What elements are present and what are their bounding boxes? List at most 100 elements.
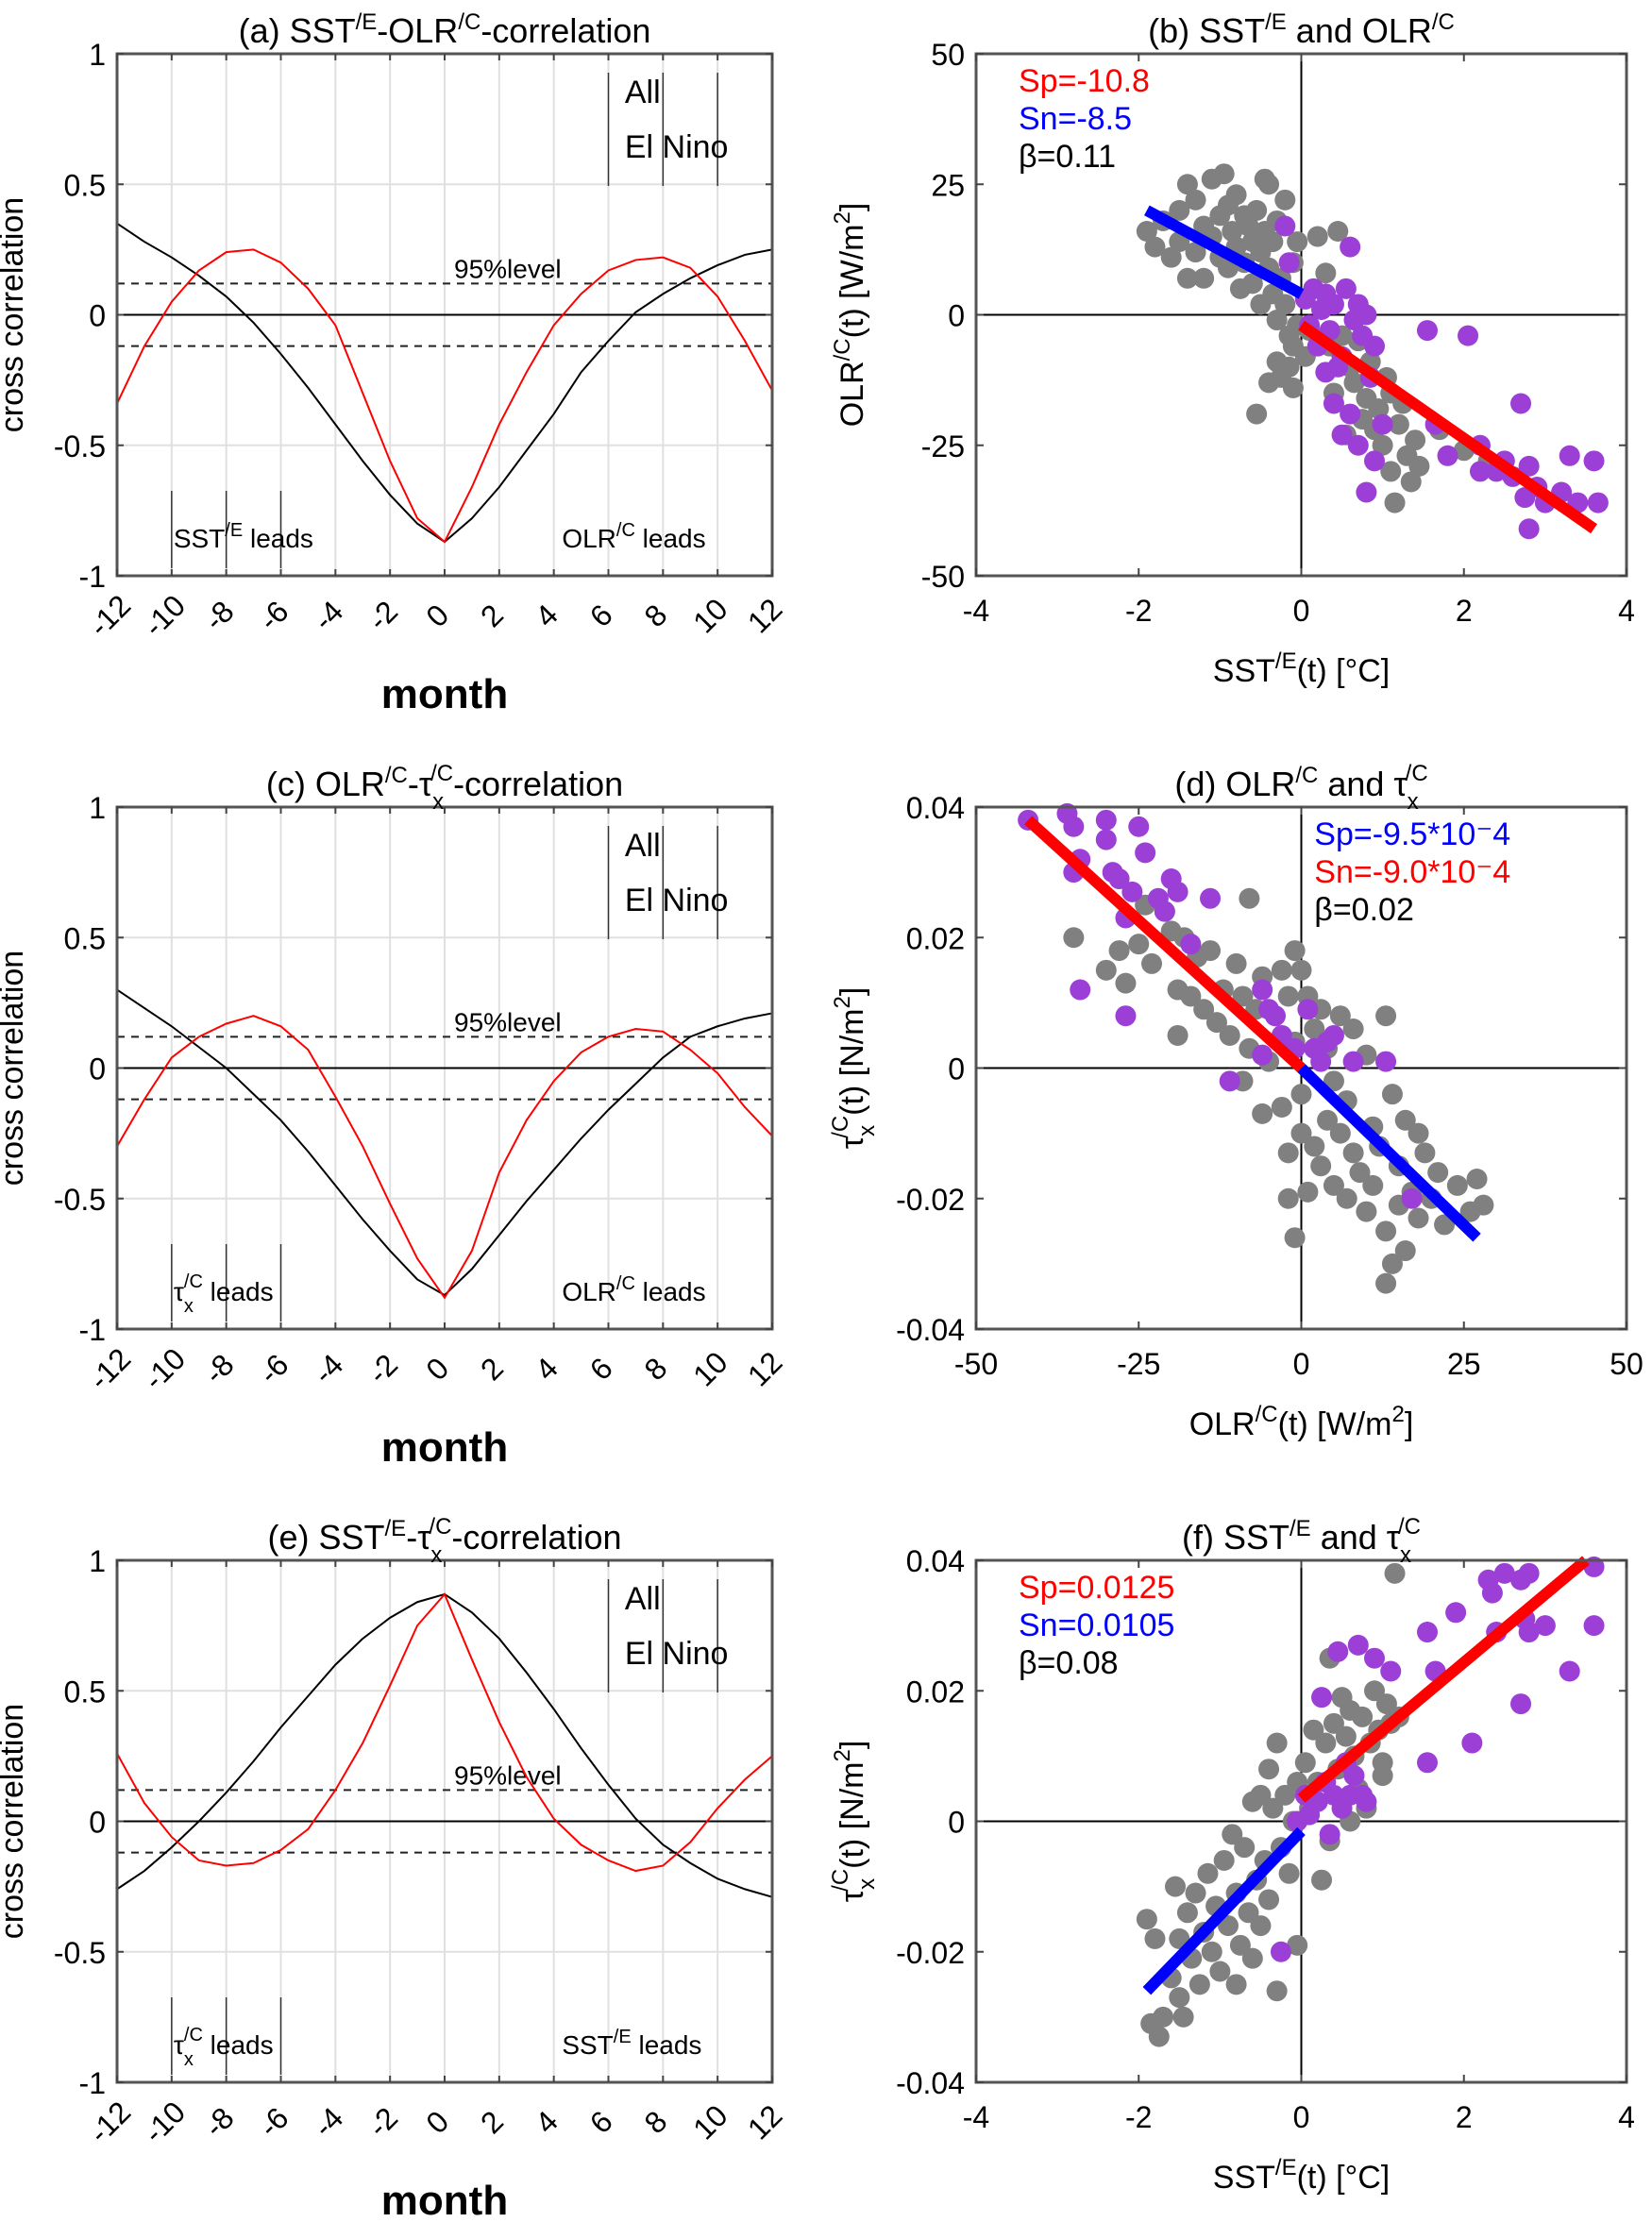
lead-label-left: SST/E leads (174, 520, 313, 553)
scatter-point-grey (1446, 1174, 1468, 1196)
scatter-point-grey (1323, 1174, 1344, 1196)
scatter-point-purple (1121, 881, 1143, 902)
x-tick-label: -2 (1125, 594, 1152, 628)
scatter-point-purple (1364, 1647, 1386, 1669)
scatter-point-grey (1165, 1876, 1187, 1897)
x-tick-label: -2 (362, 2100, 405, 2144)
scatter-point-grey (1222, 221, 1243, 243)
scatter-point-grey (1277, 1187, 1299, 1209)
x-tick-label: -4 (307, 2100, 350, 2144)
scatter-point-grey (1176, 1902, 1198, 1924)
scatter-point-purple (1335, 278, 1357, 299)
scatter-point-purple (1347, 434, 1369, 456)
x-tick-label: 25 (1447, 1347, 1481, 1381)
legend-all: All (625, 75, 661, 110)
x-tick-label: -8 (197, 2100, 241, 2144)
x-axis-label: OLR/C(t) [W/m2] (1189, 1402, 1414, 1442)
scatter-point-grey (1250, 1784, 1272, 1806)
scatter-point-grey (1200, 940, 1222, 962)
scatter-point-purple (1135, 842, 1156, 864)
scatter-point-grey (1241, 1947, 1263, 1969)
x-tick-label: 10 (686, 2098, 734, 2146)
scatter-point-grey (1343, 372, 1365, 394)
scatter-point-purple (1154, 901, 1175, 922)
series-line-all (116, 988, 773, 1297)
scatter-point-purple (1587, 492, 1609, 513)
scatter-point-grey (1364, 1680, 1386, 1702)
scatter-point-purple (1327, 1641, 1349, 1662)
scatter-point-grey (1148, 2026, 1170, 2047)
scatter-point-grey (1197, 1862, 1219, 1884)
stat-label: β=0.02 (1314, 892, 1414, 928)
scatter-point-purple (1264, 1005, 1286, 1027)
scatter-point-grey (1266, 1732, 1288, 1754)
scatter-point-grey (1394, 1240, 1416, 1262)
scatter-point-grey (1250, 1915, 1272, 1937)
x-tick-label: -12 (82, 1341, 137, 1396)
fit-line-negative-olr (1024, 816, 1306, 1072)
scatter-point-grey (1141, 952, 1163, 974)
x-tick-label: -6 (252, 1347, 295, 1390)
scatter-point-grey (1380, 461, 1402, 482)
panel-title: (a) SST/E-OLR/C-correlation (239, 9, 651, 50)
x-tick-label: 0 (419, 598, 455, 633)
stat-label: Sp=-9.5*10⁻4 (1314, 816, 1510, 852)
significance-label: 95%level (454, 254, 562, 283)
scatter-point-grey (1381, 1253, 1403, 1274)
scatter-point-grey (1167, 1024, 1188, 1046)
scatter-point-grey (1266, 310, 1288, 331)
scatter-point-purple (1416, 320, 1438, 342)
y-axis-label: OLR/C(t) [W/m2] (830, 203, 870, 428)
scatter-point-grey (1473, 1194, 1494, 1216)
series-line-el-nino (116, 1592, 773, 1873)
x-tick-label: 4 (1618, 2100, 1635, 2134)
panel-b: -4 -2 0 2 4 -50 -25 0 25 50 Sp=-10.8Sn=-8.5β=0.11 S… (830, 9, 1635, 689)
scatter-point-grey (1303, 1719, 1324, 1741)
legend-el-nino: El Nino (625, 129, 729, 165)
y-tick-label: 1 (89, 1544, 106, 1578)
lead-label-right: OLR/C leads (562, 520, 705, 553)
stat-label: Sn=-9.0*10⁻4 (1314, 854, 1510, 890)
panel-c: 95%level-12 -10 -8 -6 -4 -2 0 2 4 6 8 10 12-1-0.500.… (0, 761, 789, 1471)
scatter-point-purple (1493, 1562, 1515, 1584)
scatter-point-grey (1185, 242, 1206, 263)
scatter-point-purple (1270, 1941, 1291, 1962)
scatter-point-purple (1356, 481, 1377, 503)
scatter-point-grey (1274, 1784, 1296, 1806)
scatter-point-purple (1200, 887, 1222, 909)
x-tick-label: 4 (529, 1351, 565, 1387)
y-tick-label: -1 (79, 1313, 106, 1347)
stat-label: Sn=-8.5 (1019, 101, 1132, 137)
scatter-point-grey (1282, 377, 1304, 398)
y-tick-label: -1 (79, 2066, 106, 2100)
scatter-point-grey (1323, 1070, 1344, 1092)
x-tick-label: -6 (252, 2100, 295, 2144)
scatter-point-purple (1070, 979, 1091, 1001)
x-tick-label: -8 (197, 594, 241, 637)
scatter-point-purple (1559, 445, 1580, 466)
legend-el-nino: El Nino (625, 1636, 729, 1672)
scatter-point-purple (1311, 1687, 1333, 1709)
x-tick-label: -4 (963, 2100, 989, 2134)
x-tick-label: 2 (1456, 2100, 1473, 2134)
stat-label: Sp=0.0125 (1019, 1570, 1174, 1606)
scatter-point-grey (1115, 972, 1137, 994)
lead-label-right: SST/E leads (562, 2027, 701, 2060)
scatter-point-grey (1262, 231, 1284, 253)
scatter-point-grey (1193, 999, 1215, 1020)
x-tick-label: 0 (419, 2104, 455, 2140)
scatter-point-purple (1180, 934, 1202, 955)
scatter-point-grey (1372, 434, 1393, 456)
scatter-point-purple (1416, 1752, 1438, 1774)
y-tick-label: 0.04 (906, 1544, 965, 1578)
scatter-point-grey (1381, 1084, 1403, 1105)
scatter-point-grey (1356, 1201, 1377, 1222)
x-tick-label: -2 (1125, 2100, 1152, 2134)
scatter-point-grey (1128, 934, 1150, 955)
scatter-point-purple (1347, 1634, 1369, 1656)
scatter-point-grey (1375, 1005, 1397, 1027)
scatter-point-grey (1372, 1765, 1393, 1787)
y-tick-label: -25 (921, 429, 965, 463)
scatter-point-grey (1315, 262, 1337, 284)
x-tick-label: 12 (741, 1345, 789, 1393)
